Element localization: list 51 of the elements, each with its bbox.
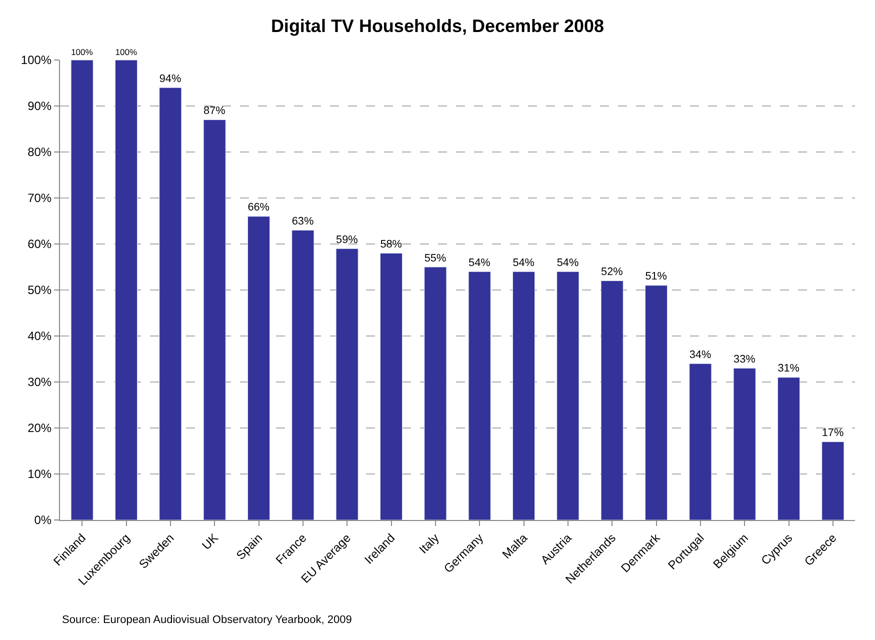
data-label: 54% xyxy=(512,256,535,269)
data-label: 59% xyxy=(336,234,358,246)
data-label: 33% xyxy=(734,353,756,366)
data-label: 34% xyxy=(689,348,712,361)
bar xyxy=(777,377,800,520)
bar xyxy=(689,363,712,520)
source-note: Source: European Audiovisual Observatory Yearbook, 2009 xyxy=(62,614,352,626)
bar xyxy=(247,216,270,520)
y-tick-label: 90% xyxy=(28,99,52,114)
x-tick-label: Italy xyxy=(416,530,442,556)
y-tick-label: 20% xyxy=(28,421,52,436)
y-tick-label: 60% xyxy=(28,237,52,252)
data-label: 63% xyxy=(292,215,314,228)
y-tick-label: 50% xyxy=(28,283,52,298)
data-label: 54% xyxy=(556,256,579,269)
bar xyxy=(468,271,491,520)
data-label: 100% xyxy=(71,46,94,57)
data-label: 17% xyxy=(822,427,844,440)
data-label: 54% xyxy=(468,256,491,269)
bar xyxy=(822,442,844,520)
data-label: 100% xyxy=(115,46,138,57)
y-tick-label: 70% xyxy=(28,191,52,206)
data-label: 94% xyxy=(159,72,182,85)
y-tick-label: 40% xyxy=(28,329,52,344)
y-tick-label: 0% xyxy=(34,513,52,528)
y-tick-label: 30% xyxy=(28,375,52,390)
chart-title: Digital TV Households, December 2008 xyxy=(270,16,604,36)
data-label: 51% xyxy=(645,270,668,283)
data-label: 66% xyxy=(248,202,270,214)
bar xyxy=(556,271,580,520)
bar xyxy=(336,248,358,520)
bar xyxy=(380,252,403,520)
bar xyxy=(424,266,447,520)
data-label: 31% xyxy=(778,362,800,375)
y-tick-label: 100% xyxy=(20,53,52,68)
bar xyxy=(159,87,182,520)
data-label: 52% xyxy=(601,266,624,278)
data-label: 58% xyxy=(380,238,402,250)
x-tick-label: UK xyxy=(199,530,221,553)
bar xyxy=(70,60,94,520)
data-label: 55% xyxy=(424,252,446,264)
data-label: 87% xyxy=(204,105,226,118)
bar xyxy=(512,271,536,520)
y-tick-label: 80% xyxy=(28,145,52,160)
bar xyxy=(600,280,624,520)
bar xyxy=(114,60,138,520)
bar xyxy=(292,230,314,520)
bar xyxy=(733,368,756,520)
bar xyxy=(644,285,668,520)
y-tick-label: 10% xyxy=(28,467,52,482)
bar xyxy=(203,120,226,520)
